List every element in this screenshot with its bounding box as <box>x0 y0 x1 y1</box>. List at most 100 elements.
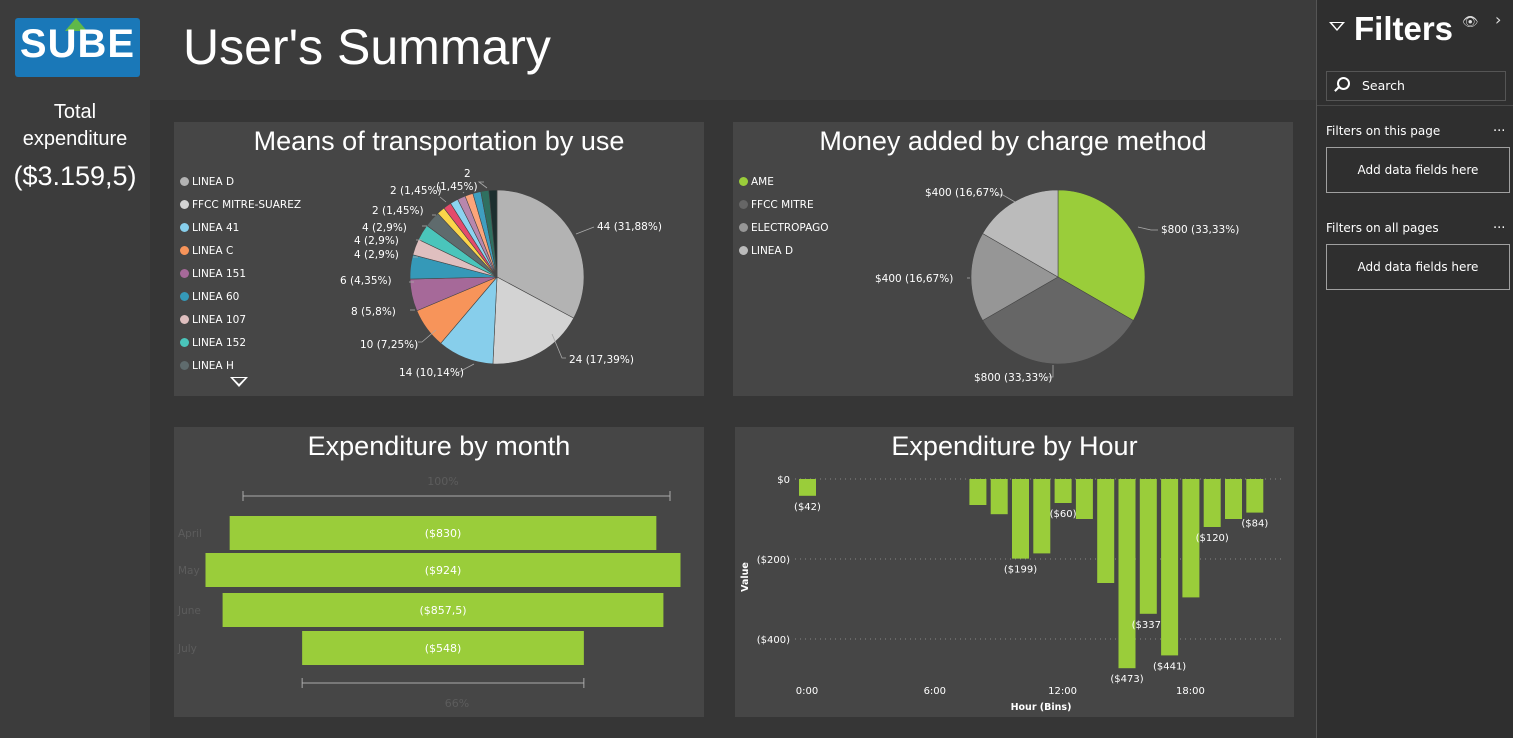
transport-pie-chart[interactable]: 44 (31,88%) 24 (17,39%) 14 (10,14%) 10 (7,2… <box>174 122 704 396</box>
month-funnel-chart[interactable]: 100% 66% ($830) April ($924) May ($857,5) Jun… <box>174 427 704 717</box>
page-title: User's Summary <box>183 19 551 75</box>
hour-bar-chart[interactable]: Value Hour (Bins) $0 ($200) ($400) ($42) ($1… <box>735 427 1294 717</box>
transport-leader-line <box>477 181 488 189</box>
eye-icon[interactable]: 👁 <box>1462 15 1479 30</box>
hour-bar[interactable] <box>1225 479 1242 519</box>
transport-slice[interactable] <box>496 189 585 319</box>
more-options-icon[interactable]: ... <box>1493 120 1506 135</box>
money-legend-item[interactable]: LINEA D <box>739 239 828 262</box>
hour-bar[interactable] <box>1033 479 1051 554</box>
funnel-category-label: June <box>177 605 201 617</box>
funnel-bar[interactable] <box>222 593 664 627</box>
legend-label: AME <box>751 175 774 188</box>
chevron-right-icon[interactable]: › <box>1495 10 1502 29</box>
legend-label: LINEA H <box>192 359 234 372</box>
transport-data-label: 14 (10,14%) <box>399 367 464 379</box>
transport-legend-item[interactable]: LINEA D <box>180 170 301 193</box>
add-data-fields-all[interactable]: Add data fields here <box>1326 244 1510 290</box>
transport-data-label: (1,45%) <box>436 181 478 193</box>
hour-bar[interactable] <box>1139 479 1157 614</box>
hour-bar[interactable] <box>1118 479 1136 669</box>
hour-bar[interactable] <box>969 479 987 505</box>
legend-dot-icon <box>180 177 189 186</box>
transport-legend-item[interactable]: LINEA 41 <box>180 216 301 239</box>
transport-legend-item[interactable]: LINEA 152 <box>180 331 301 354</box>
legend-dot-icon <box>739 223 748 232</box>
hour-bar[interactable] <box>990 479 1008 515</box>
money-pie-card[interactable]: Money added by charge method AME FFCC MIT… <box>733 122 1293 396</box>
transport-chart-title: Means of transportation by use <box>253 126 625 156</box>
legend-dot-icon <box>180 292 189 301</box>
funnel-category-label: May <box>178 565 200 577</box>
transport-legend-item[interactable]: LINEA 107 <box>180 308 301 331</box>
legend-label: LINEA 152 <box>192 336 246 349</box>
money-slice[interactable] <box>970 233 1059 321</box>
hour-chart-title: Expenditure by Hour <box>891 431 1138 461</box>
legend-scroll-down-icon[interactable] <box>230 377 248 387</box>
hour-bar[interactable] <box>1075 479 1093 519</box>
money-legend-item[interactable]: ELECTROPAGO <box>739 216 828 239</box>
legend-dot-icon <box>180 338 189 347</box>
legend-label: LINEA 60 <box>192 290 240 303</box>
transport-legend-item[interactable]: FFCC MITRE-SUAREZ <box>180 193 301 216</box>
money-slice[interactable] <box>1057 189 1146 321</box>
transport-data-label: 4 (2,9%) <box>354 249 399 261</box>
month-funnel-card[interactable]: Expenditure by month 100% 66% ($830) Apri… <box>174 427 704 717</box>
funnel-bar[interactable] <box>205 553 681 587</box>
hour-bar[interactable] <box>1012 479 1029 559</box>
money-pie-chart[interactable]: $800 (33,33%) $800 (33,33%) $400 (16,67%) $… <box>733 122 1293 396</box>
money-chart-title: Money added by charge method <box>819 126 1207 156</box>
money-legend-item[interactable]: FFCC MITRE <box>739 193 828 216</box>
hour-x-tick: 6:00 <box>924 686 946 697</box>
transport-leader-line <box>575 226 595 235</box>
filter-funnel-icon <box>1329 22 1345 31</box>
funnel-bar-label: ($548) <box>425 642 462 655</box>
hour-bar[interactable] <box>1203 479 1221 527</box>
hour-bar[interactable] <box>1097 479 1115 583</box>
legend-dot-icon <box>180 223 189 232</box>
legend-dot-icon <box>180 246 189 255</box>
hour-bar-card[interactable]: Expenditure by Hour Value Hour (Bins) $0… <box>735 427 1294 717</box>
legend-dot-icon <box>180 200 189 209</box>
transport-data-label: 4 (2,9%) <box>362 222 407 234</box>
transport-data-label: 24 (17,39%) <box>569 354 634 366</box>
legend-label: LINEA D <box>751 244 794 257</box>
transport-data-label: 8 (5,8%) <box>351 306 396 318</box>
legend-dot-icon <box>180 269 189 278</box>
filters-pane: Filters 👁 › Search Filters on this page … <box>1316 0 1513 738</box>
hour-y-tick: ($400) <box>757 635 790 646</box>
funnel-bar[interactable] <box>229 516 657 550</box>
hour-bar[interactable] <box>1054 479 1072 503</box>
hour-bar[interactable] <box>799 479 816 496</box>
funnel-bar-label: ($857,5) <box>419 604 466 617</box>
funnel-bar[interactable] <box>302 631 584 665</box>
transport-slice[interactable] <box>492 276 575 365</box>
transport-pie-card[interactable]: Means of transportation by use LINEA D FF… <box>174 122 704 396</box>
transport-legend-item[interactable]: LINEA C <box>180 239 301 262</box>
transport-data-label: 2 <box>464 168 471 180</box>
funnel-bar-label: ($830) <box>425 527 462 540</box>
hour-bar[interactable] <box>1182 479 1200 598</box>
filters-search-input[interactable]: Search <box>1326 71 1506 101</box>
logo-text: SUBE <box>19 22 136 66</box>
filters-on-this-page-label: Filters on this page <box>1326 124 1441 138</box>
transport-data-label: 2 (1,45%) <box>372 205 424 217</box>
transport-leader-line <box>439 196 447 203</box>
money-leader-line <box>1137 226 1158 231</box>
transport-legend-item[interactable]: LINEA 151 <box>180 262 301 285</box>
hour-bar[interactable] <box>1246 479 1264 513</box>
legend-label: ELECTROPAGO <box>751 221 829 234</box>
hour-bar[interactable] <box>1161 479 1179 656</box>
transport-legend-item[interactable]: LINEA H <box>180 354 301 377</box>
money-legend-item[interactable]: AME <box>739 170 828 193</box>
filters-title: Filters <box>1354 10 1454 47</box>
money-leader-line <box>1045 365 1054 378</box>
more-options-icon[interactable]: ... <box>1493 217 1506 232</box>
search-placeholder: Search <box>1362 78 1405 93</box>
transport-legend-item[interactable]: LINEA 60 <box>180 285 301 308</box>
add-data-fields-page[interactable]: Add data fields here <box>1326 147 1510 193</box>
transport-slice[interactable] <box>488 189 498 278</box>
legend-label: LINEA 107 <box>192 313 246 326</box>
money-slice[interactable] <box>982 276 1134 365</box>
total-expenditure-card[interactable]: Total expenditure ($3.159,5) <box>0 93 150 738</box>
